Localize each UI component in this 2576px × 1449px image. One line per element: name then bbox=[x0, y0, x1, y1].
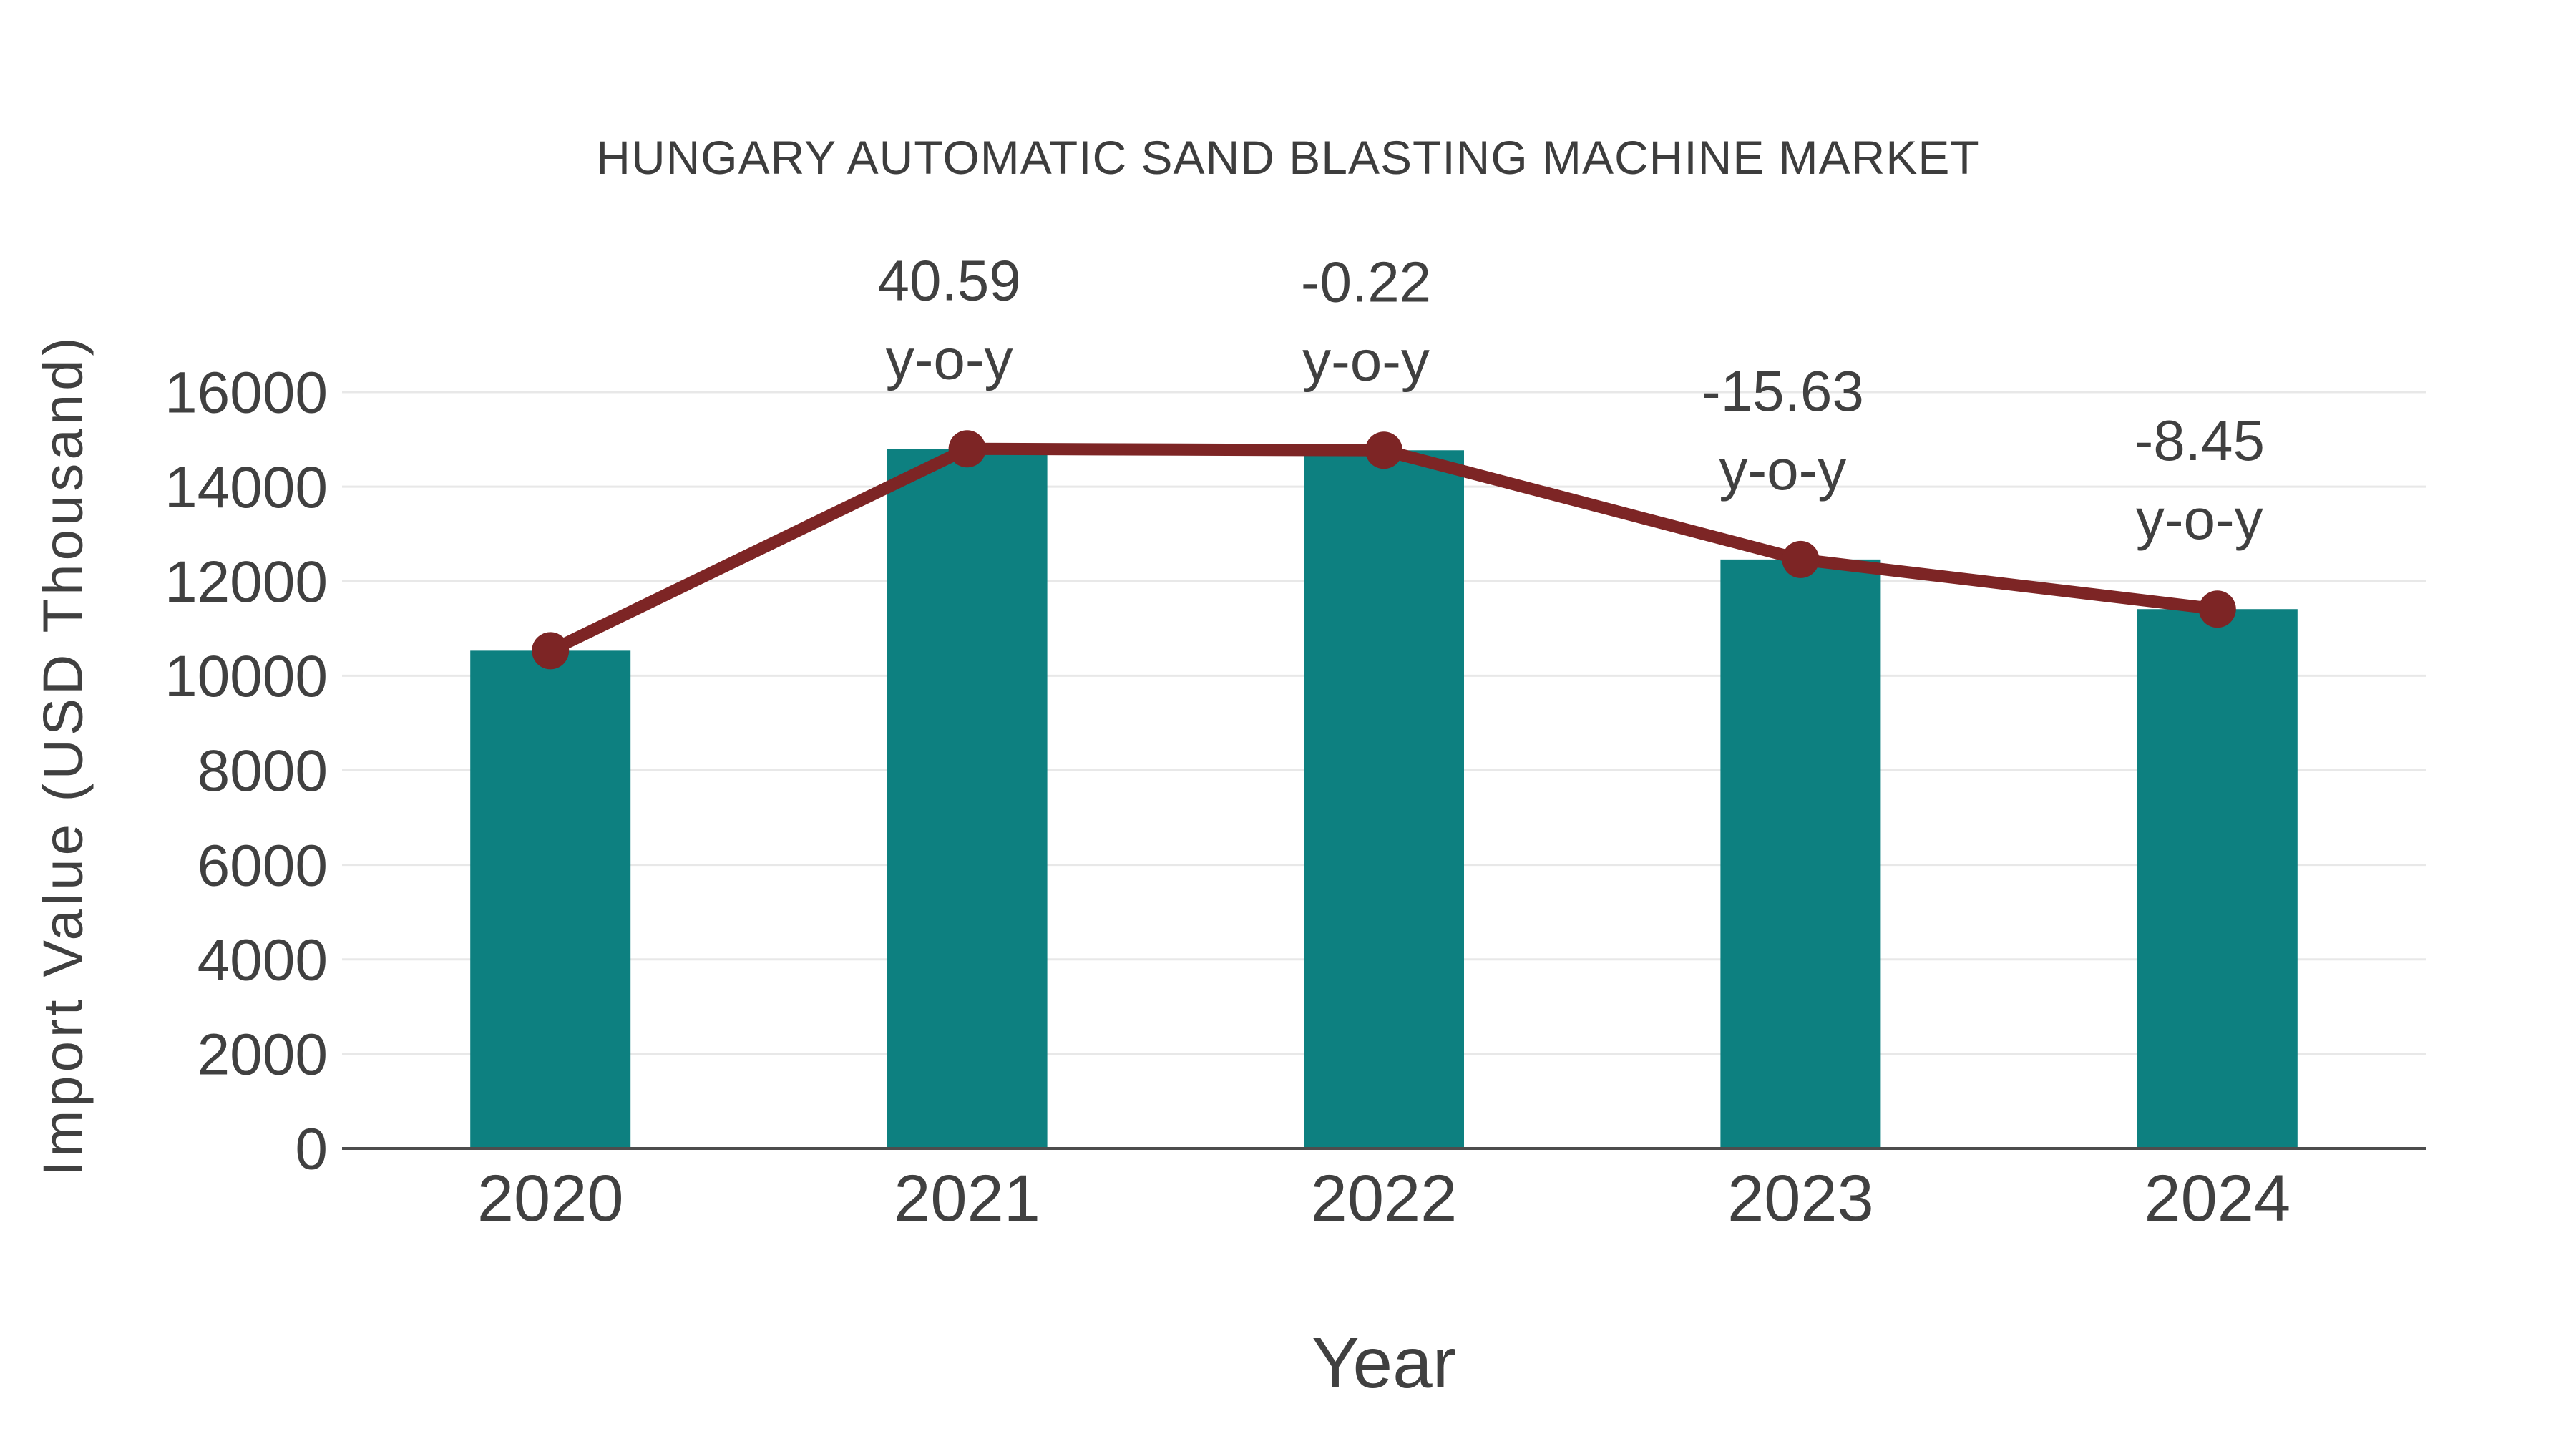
annotation-value-2022: -0.22 bbox=[1301, 250, 1431, 313]
y-tick-label-8000: 8000 bbox=[197, 738, 328, 804]
bar-2021 bbox=[887, 449, 1048, 1148]
annotation-value-2021: 40.59 bbox=[877, 248, 1020, 312]
annotation-yoy-2022: y-o-y bbox=[1302, 328, 1430, 392]
bar-2020 bbox=[470, 650, 631, 1148]
bar-2024 bbox=[2137, 609, 2298, 1148]
annotation-yoy-2023: y-o-y bbox=[1719, 438, 1847, 502]
x-tick-label-2022: 2022 bbox=[1311, 1162, 1458, 1235]
bar-2023 bbox=[1720, 559, 1881, 1148]
annotation-value-2024: -8.45 bbox=[2135, 409, 2265, 472]
annotation-yoy-2024: y-o-y bbox=[2136, 487, 2263, 551]
x-tick-label-2024: 2024 bbox=[2144, 1162, 2290, 1235]
y-tick-label-14000: 14000 bbox=[165, 455, 328, 520]
x-tick-label-2021: 2021 bbox=[894, 1162, 1040, 1235]
y-tick-label-6000: 6000 bbox=[197, 833, 328, 898]
trend-point-2023 bbox=[1782, 540, 1820, 578]
trend-point-2024 bbox=[2198, 590, 2236, 628]
x-tick-label-2023: 2023 bbox=[1727, 1162, 1874, 1235]
trend-point-2020 bbox=[532, 632, 570, 670]
annotation-yoy-2021: y-o-y bbox=[886, 327, 1013, 391]
y-tick-label-4000: 4000 bbox=[197, 927, 328, 992]
y-tick-label-2000: 2000 bbox=[197, 1023, 328, 1088]
bar-2022 bbox=[1304, 450, 1464, 1148]
chart-title: HUNGARY AUTOMATIC SAND BLASTING MACHINE … bbox=[596, 131, 1980, 184]
x-axis-title: Year bbox=[1311, 1323, 1457, 1403]
y-tick-label-0: 0 bbox=[295, 1117, 328, 1182]
annotation-value-2023: -15.63 bbox=[1702, 359, 1864, 423]
x-tick-label-2020: 2020 bbox=[477, 1162, 624, 1235]
y-tick-label-16000: 16000 bbox=[165, 361, 328, 426]
trend-point-2022 bbox=[1365, 431, 1402, 469]
trend-point-2021 bbox=[948, 430, 986, 468]
y-tick-label-10000: 10000 bbox=[165, 644, 328, 709]
y-tick-label-12000: 12000 bbox=[165, 550, 328, 615]
